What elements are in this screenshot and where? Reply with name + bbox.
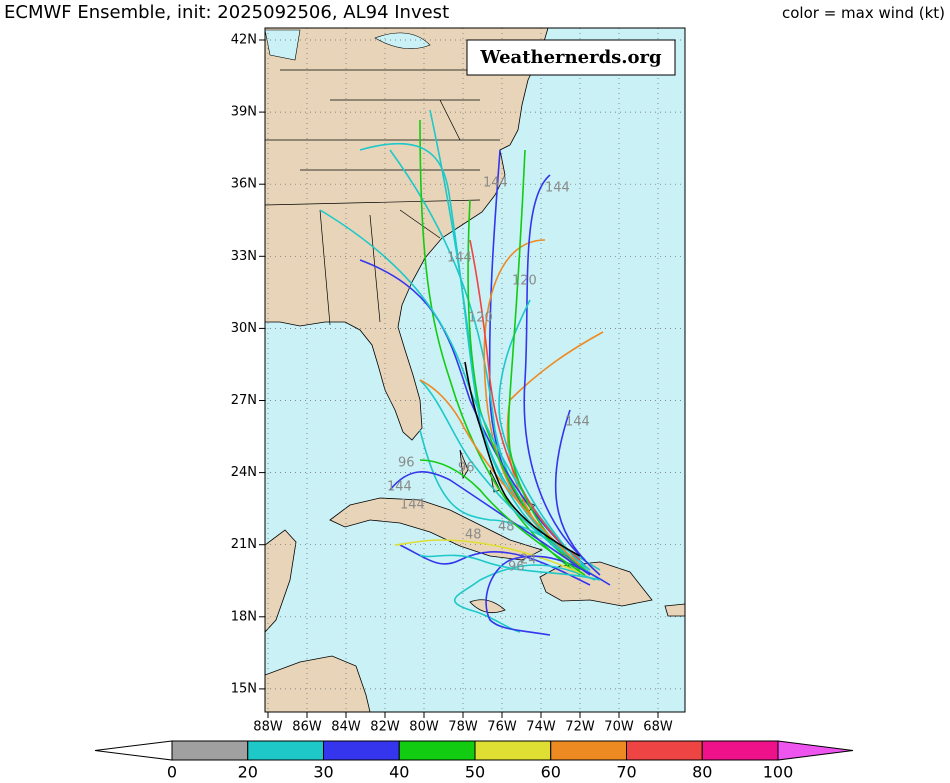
track-annotation: 120 — [468, 311, 493, 326]
lon-label: 84W — [331, 720, 361, 735]
lon-label: 82W — [370, 720, 400, 735]
track-annotation: 48 — [465, 528, 482, 543]
colorbar-arrow — [777, 740, 854, 761]
track-annotation: 96 — [398, 456, 415, 471]
tracks — [319, 109, 611, 636]
track-annotation: 24 — [520, 553, 537, 568]
lat-label: 15N — [231, 681, 257, 696]
colorbar-label: 40 — [389, 763, 409, 782]
colorbar-label: 20 — [238, 763, 258, 782]
legend-label: color = max wind (kt) — [782, 4, 945, 22]
watermark-box — [466, 39, 676, 76]
title: ECMWF Ensemble, init: 2025092506, AL94 I… — [4, 2, 449, 23]
lat-label: 27N — [231, 393, 257, 408]
map-frame — [264, 27, 686, 713]
lat-label: 30N — [231, 321, 257, 336]
colorbar-label: 80 — [692, 763, 712, 782]
track-annotation: 120 — [512, 274, 537, 289]
colorbar-arrow — [94, 740, 173, 761]
lon-label: 72W — [565, 720, 595, 735]
lat-label: 33N — [231, 249, 257, 264]
track-annotation: 96 — [508, 560, 525, 575]
lon-label: 70W — [604, 720, 634, 735]
lat-label: 39N — [231, 105, 257, 120]
lon-label: 76W — [487, 720, 517, 735]
lon-label: 86W — [292, 720, 322, 735]
track-annotation: 144 — [387, 480, 412, 495]
colorbar-segment — [474, 740, 552, 761]
colorbar-segment — [626, 740, 703, 761]
lat-label: 42N — [231, 33, 257, 48]
colorbar-label: 0 — [167, 763, 177, 782]
colorbar-segment — [247, 740, 324, 761]
track-annotation: 144 — [545, 181, 570, 196]
lon-label: 74W — [526, 720, 556, 735]
colorbar-label: 100 — [763, 763, 794, 782]
lon-label: 68W — [643, 720, 673, 735]
track-annotation: 144 — [483, 176, 508, 191]
lat-label: 21N — [231, 537, 257, 552]
watermark: Weathernerds.org — [479, 47, 662, 68]
colorbar-segment — [171, 740, 249, 761]
track-annotation: 96 — [458, 461, 475, 476]
lat-label: 24N — [231, 465, 257, 480]
lon-label: 88W — [253, 720, 283, 735]
lon-label: 80W — [409, 720, 439, 735]
lat-label: 36N — [231, 177, 257, 192]
lon-label: 78W — [448, 720, 478, 735]
track-annotation: 144 — [447, 251, 472, 266]
colorbar-segment — [701, 740, 779, 761]
us-land — [265, 28, 549, 441]
colorbar-label: 30 — [313, 763, 333, 782]
colorbar: 0 20 30 40 50 60 70 80 100 — [94, 740, 854, 782]
lat-label: 18N — [231, 609, 257, 624]
colorbar-label: 50 — [465, 763, 485, 782]
colorbar-segment — [550, 740, 627, 761]
colorbar-label: 60 — [541, 763, 561, 782]
track-annotation: 48 — [498, 520, 515, 535]
colorbar-segment — [398, 740, 476, 761]
colorbar-label: 70 — [616, 763, 636, 782]
track-annotation: 144 — [400, 498, 425, 513]
track-annotation: 144 — [565, 415, 590, 430]
colorbar-segment — [323, 740, 400, 761]
